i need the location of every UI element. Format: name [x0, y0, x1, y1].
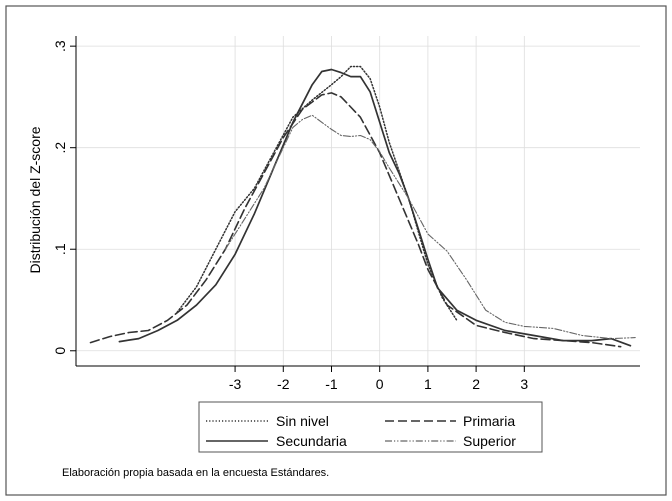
x-tick-label: -3 [229, 376, 242, 392]
x-ticks: -3 -2 -1 0 1 2 3 [229, 366, 528, 392]
legend-label-secundaria: Secundaria [276, 433, 347, 449]
legend-label-superior: Superior [463, 433, 516, 449]
y-axis-title: Distribución del Z-score [27, 126, 43, 273]
series-line-superior [224, 114, 636, 340]
x-tick-label: 0 [376, 376, 384, 392]
y-tick-label: .1 [52, 243, 68, 255]
x-tick-label: -2 [277, 376, 290, 392]
x-tick-label: 3 [520, 376, 528, 392]
plot-area [89, 65, 636, 348]
source-note: Elaboración propia basada en la encuesta… [62, 467, 329, 479]
y-tick-label: .3 [52, 40, 68, 52]
y-ticks: 0 .1 .2 .3 [52, 40, 76, 355]
legend-box [198, 401, 543, 453]
x-tick-label: 2 [472, 376, 480, 392]
x-tick-label: 1 [424, 376, 432, 392]
legend: Sin nivel Primaria Secundaria Superior [198, 401, 543, 453]
legend-label-sin-nivel: Sin nivel [276, 413, 329, 429]
y-tick-label: 0 [52, 347, 68, 355]
x-tick-label: -1 [325, 376, 338, 392]
grid-layer [76, 36, 640, 366]
legend-label-primaria: Primaria [463, 413, 515, 429]
series-line-primaria [89, 92, 622, 348]
y-tick-label: .2 [52, 142, 68, 154]
series-line-secundaria [118, 68, 632, 347]
